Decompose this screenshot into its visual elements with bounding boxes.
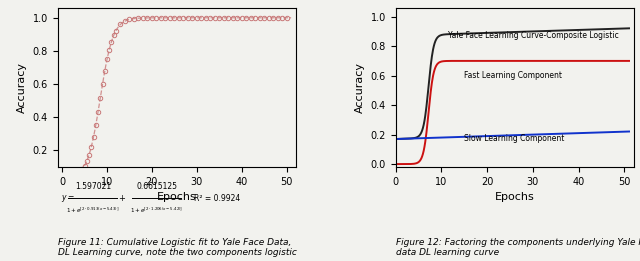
Text: +: + [118,194,125,203]
Text: $1+e^{[2\cdot0.913(x-5.43)]}$: $1+e^{[2\cdot0.913(x-5.43)]}$ [66,205,120,215]
Text: $y=$: $y=$ [61,193,75,204]
Text: 0.6615125: 0.6615125 [136,182,177,191]
Text: R² = 0.9924: R² = 0.9924 [194,194,240,203]
Y-axis label: Accuracy: Accuracy [355,62,365,113]
Text: Fast Learning Component: Fast Learning Component [464,71,563,80]
X-axis label: Epochs: Epochs [157,192,196,202]
Text: Slow Learning Component: Slow Learning Component [464,134,564,143]
Text: Figure 11: Cumulative Logistic fit to Yale Face Data,
DL Learning curve, note th: Figure 11: Cumulative Logistic fit to Ya… [58,238,296,257]
Y-axis label: Accuracy: Accuracy [17,62,27,113]
Text: Figure 12: Factoring the components underlying Yale Face
data DL learning curve: Figure 12: Factoring the components unde… [396,238,640,257]
Text: Yale Face Learning Curve-Composite Logistic: Yale Face Learning Curve-Composite Logis… [448,31,619,40]
Text: 1.597021: 1.597021 [75,182,111,191]
X-axis label: Epochs: Epochs [495,192,534,202]
Text: $1+e^{[2\cdot1.206(x-5.42)]}$: $1+e^{[2\cdot1.206(x-5.42)]}$ [130,205,184,215]
